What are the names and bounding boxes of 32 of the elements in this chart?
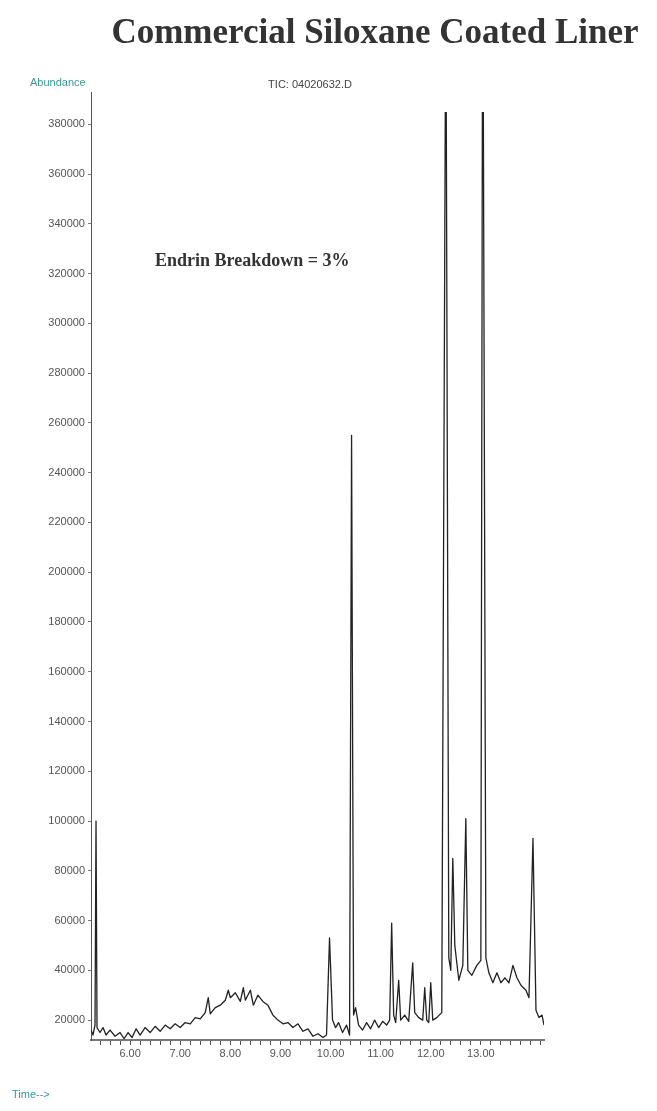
x-tick-label: 9.00: [269, 1046, 292, 1059]
y-tick-label: 300000: [48, 316, 85, 329]
x-tick-label: 13.00: [467, 1046, 495, 1059]
chart-title: Commercial Siloxane Coated Liner: [110, 12, 640, 52]
y-tick-label: 240000: [48, 465, 85, 478]
annotation: Endrin Breakdown = 3%: [155, 250, 350, 271]
x-axis-title: Time-->: [12, 1088, 50, 1100]
y-tick-label: 220000: [48, 515, 85, 528]
y-tick-label: 360000: [48, 167, 85, 180]
y-tick-label: 260000: [48, 415, 85, 428]
x-tick-label: 8.00: [219, 1046, 242, 1059]
y-axis-title: Abundance: [30, 76, 86, 88]
y-tick-label: 20000: [54, 1013, 85, 1026]
y-tick-label: 340000: [48, 216, 85, 229]
x-tick-label: 11.00: [367, 1046, 394, 1059]
y-tick-label: 280000: [48, 366, 85, 379]
x-tick-label: 6.00: [119, 1046, 141, 1059]
y-tick-label: 80000: [54, 863, 85, 876]
y-tick-label: 160000: [48, 664, 85, 677]
y-tick-label: 180000: [48, 615, 85, 628]
y-tick-label: 200000: [48, 565, 85, 578]
y-tick-label: 320000: [48, 266, 85, 279]
y-tick-label: 120000: [48, 764, 85, 777]
x-tick-label: 12.00: [416, 1046, 445, 1059]
y-tick-label: 60000: [54, 913, 85, 926]
y-tick-label: 380000: [48, 117, 85, 130]
chart-subtitle: TIC: 04020632.D: [267, 78, 353, 90]
x-tick-label: 7.00: [169, 1046, 191, 1059]
y-tick-label: 140000: [48, 714, 85, 727]
y-tick-label: 40000: [54, 963, 85, 976]
y-tick-label: 100000: [48, 814, 85, 827]
x-tick-label: 10.00: [316, 1046, 345, 1059]
